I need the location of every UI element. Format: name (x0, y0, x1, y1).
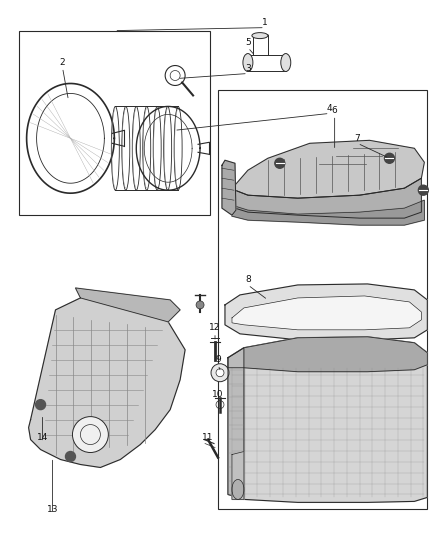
Ellipse shape (252, 33, 268, 38)
Circle shape (385, 154, 395, 163)
Circle shape (35, 400, 46, 410)
Text: 4: 4 (327, 104, 332, 113)
Polygon shape (235, 178, 421, 218)
Text: 12: 12 (209, 324, 221, 333)
Circle shape (418, 185, 428, 195)
Text: 5: 5 (245, 38, 251, 47)
Ellipse shape (232, 480, 244, 499)
Text: 3: 3 (245, 64, 251, 73)
Text: 14: 14 (37, 433, 48, 442)
Text: 13: 13 (47, 505, 58, 514)
Ellipse shape (243, 53, 253, 71)
Polygon shape (228, 348, 244, 499)
Circle shape (66, 451, 75, 462)
Bar (19, 30, 210, 215)
Text: 10: 10 (212, 390, 224, 399)
Polygon shape (228, 337, 427, 372)
Polygon shape (232, 200, 424, 225)
Bar (218, 91, 427, 510)
Circle shape (216, 369, 224, 377)
Polygon shape (235, 140, 424, 198)
Text: 1: 1 (262, 18, 268, 27)
Text: 11: 11 (202, 433, 214, 442)
Text: 6: 6 (332, 106, 338, 115)
Polygon shape (232, 296, 421, 330)
Circle shape (72, 417, 108, 453)
Text: 7: 7 (355, 134, 360, 143)
Text: 8: 8 (245, 276, 251, 285)
Polygon shape (75, 288, 180, 322)
Circle shape (275, 158, 285, 168)
Polygon shape (225, 284, 427, 340)
Polygon shape (232, 451, 244, 499)
Text: 2: 2 (60, 58, 65, 67)
Circle shape (211, 364, 229, 382)
Ellipse shape (281, 53, 291, 71)
Circle shape (196, 301, 204, 309)
Polygon shape (222, 160, 236, 215)
Polygon shape (28, 298, 185, 467)
Polygon shape (228, 337, 427, 503)
Text: 9: 9 (215, 356, 221, 364)
